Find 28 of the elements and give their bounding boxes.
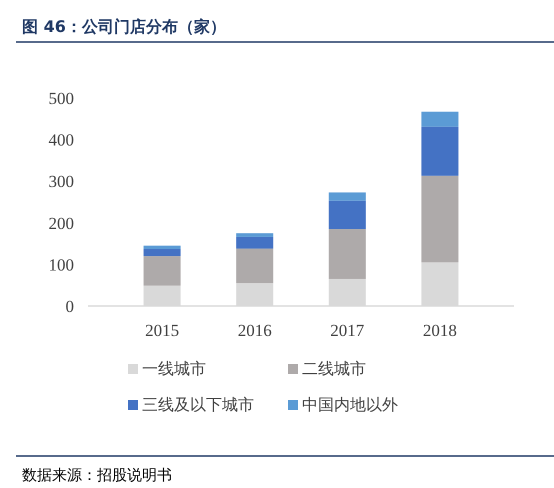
y-tick-label: 200 xyxy=(48,214,74,233)
bar xyxy=(421,126,458,176)
source-note: 数据来源：招股说明书 xyxy=(22,466,172,484)
bar xyxy=(144,249,181,256)
bar xyxy=(236,248,274,284)
bar xyxy=(236,233,274,237)
y-tick-label: 500 xyxy=(48,88,74,108)
legend-label: 中国内地以外 xyxy=(302,395,398,414)
y-tick-label: 0 xyxy=(66,296,74,316)
bar xyxy=(421,112,458,127)
legend-label: 一线城市 xyxy=(142,359,206,378)
bar xyxy=(328,200,366,230)
chart-title: 图 46：公司门店分布（家） xyxy=(22,17,226,36)
x-tick-label: 2018 xyxy=(422,321,457,340)
y-tick-label: 300 xyxy=(48,172,74,192)
x-tick-label: 2017 xyxy=(330,321,365,340)
bar xyxy=(144,246,181,250)
x-tick-label: 2015 xyxy=(145,321,180,340)
y-tick-label: 400 xyxy=(48,130,74,150)
y-tick-label: 100 xyxy=(48,255,74,274)
legend-label: 三线及以下城市 xyxy=(142,395,254,414)
x-tick-label: 2016 xyxy=(238,321,272,340)
bar xyxy=(328,229,366,279)
bar xyxy=(236,236,274,249)
bar xyxy=(144,256,181,286)
legend-label: 二线城市 xyxy=(302,359,366,378)
bar xyxy=(421,176,458,262)
bar xyxy=(328,192,366,201)
